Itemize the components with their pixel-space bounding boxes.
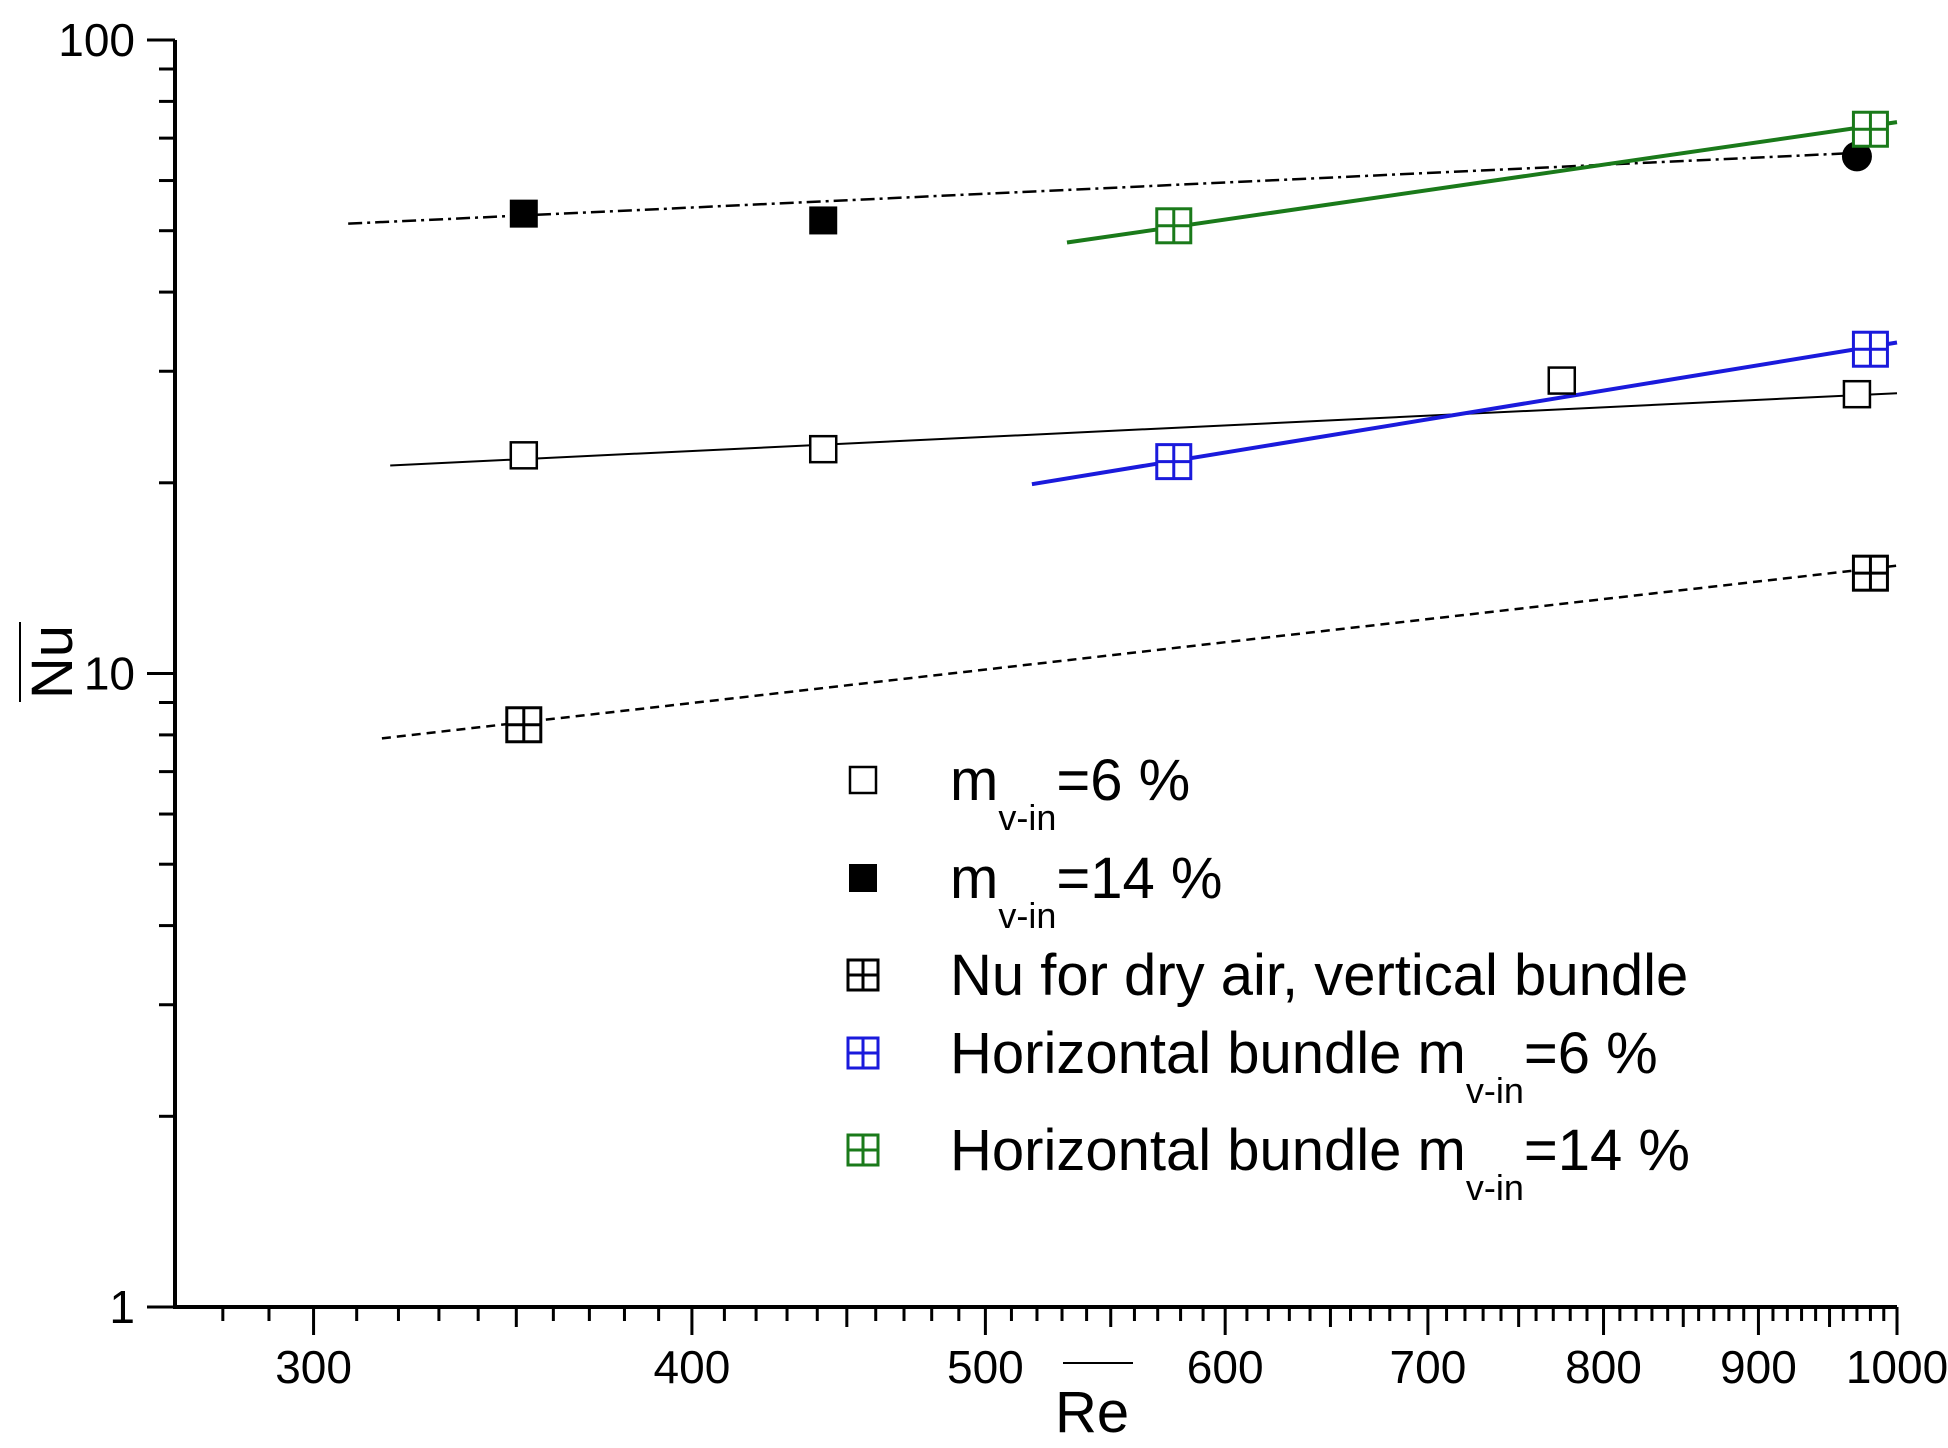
data-point	[1155, 443, 1193, 481]
fit-line	[1066, 120, 1898, 245]
x-axis-label: Re	[1055, 1380, 1129, 1445]
y-tick-label: 1	[109, 1281, 135, 1333]
y-axis-title: Nu	[19, 622, 85, 702]
legend-item: Horizontal bundle mv-in=14 %	[846, 1118, 1690, 1208]
data-point	[1841, 141, 1872, 172]
y-tick-label: 100	[58, 14, 135, 66]
y-tick-labels: 1 10 100	[58, 14, 135, 1333]
x-tick-label: 500	[947, 1341, 1024, 1393]
x-tick-label: 700	[1390, 1341, 1467, 1393]
fit-line	[381, 564, 1898, 740]
legend: mv-in=6 %mv-in=14 % Nu for dry air, verti…	[846, 748, 1690, 1208]
legend-item: Nu for dry air, vertical bundle	[846, 943, 1688, 1008]
fit-line	[390, 392, 1898, 467]
legend-marker	[849, 864, 877, 892]
x-tick-label: 600	[1187, 1341, 1264, 1393]
data-point	[1851, 554, 1889, 592]
data-point	[1155, 207, 1193, 245]
x-axis-title: Re	[1055, 1362, 1133, 1445]
legend-marker	[846, 958, 880, 992]
x-tick-label: 300	[275, 1341, 352, 1393]
legend-label: mv-in=14 %	[950, 846, 1222, 936]
y-tick-label: 10	[84, 648, 135, 700]
legend-label: Nu for dry air, vertical bundle	[950, 943, 1688, 1008]
data-point	[809, 206, 838, 235]
legend-item: mv-in=6 %	[848, 748, 1190, 838]
data-point	[509, 441, 539, 470]
y-axis-label: Nu	[20, 625, 85, 699]
data-points	[505, 110, 1889, 744]
data-point	[1851, 110, 1889, 148]
x-tick-labels: 300 400 500 600 700 800 900 1000	[275, 1341, 1948, 1393]
legend-label: Horizontal bundle mv-in=14 %	[950, 1118, 1690, 1208]
x-tick-label: 900	[1720, 1341, 1797, 1393]
data-point	[1547, 366, 1577, 395]
legend-label: Horizontal bundle mv-in=6 %	[950, 1021, 1658, 1111]
data-point	[1842, 379, 1872, 409]
x-tick-label: 1000	[1846, 1341, 1948, 1393]
legend-marker	[848, 765, 878, 795]
data-point	[1851, 330, 1889, 368]
legend-item: Horizontal bundle mv-in=6 %	[846, 1021, 1658, 1111]
tick-marks	[147, 38, 1899, 1335]
data-point	[505, 706, 543, 744]
legend-marker	[846, 1036, 880, 1070]
legend-marker	[846, 1133, 880, 1167]
x-tick-label: 400	[654, 1341, 731, 1393]
legend-label: mv-in=6 %	[950, 748, 1190, 838]
fit-lines	[348, 120, 1898, 740]
legend-item: mv-in=14 %	[849, 846, 1222, 936]
data-point	[808, 434, 838, 464]
fit-line	[348, 150, 1871, 225]
x-tick-label: 800	[1565, 1341, 1642, 1393]
data-point	[509, 199, 538, 228]
